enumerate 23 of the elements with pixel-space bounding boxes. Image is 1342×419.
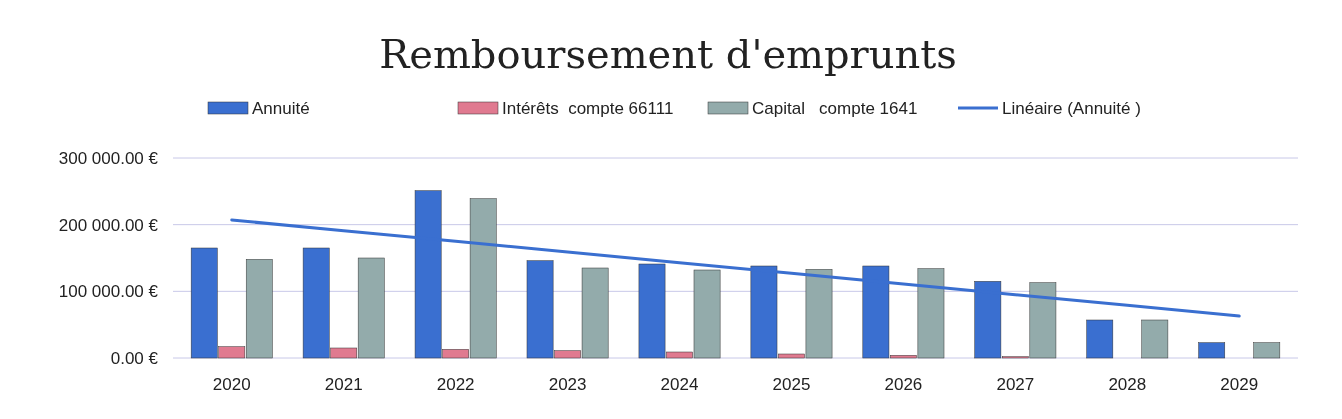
x-tick-label: 2025 xyxy=(772,375,811,394)
x-tick-label: 2020 xyxy=(212,375,251,394)
x-tick-label: 2023 xyxy=(548,375,587,394)
y-tick-label: 300 000.00 € xyxy=(58,149,159,168)
legend-label: Intérêts compte 66111 xyxy=(502,99,674,118)
x-tick-label: 2029 xyxy=(1220,375,1259,394)
bar xyxy=(1141,319,1169,359)
bar xyxy=(1198,342,1226,359)
x-tick-label: 2028 xyxy=(1108,375,1147,394)
bar xyxy=(1253,342,1281,359)
x-tick-label: 2024 xyxy=(660,375,699,394)
x-tick-label: 2022 xyxy=(436,375,475,394)
chart-title: Remboursement d'emprunts xyxy=(379,31,957,77)
bar xyxy=(1086,319,1114,359)
y-tick-label: 0.00 € xyxy=(110,349,159,368)
legend-label: Linéaire (Annuité ) xyxy=(1002,99,1141,118)
legend-label: Annuité xyxy=(252,99,310,118)
legend-label: Capital compte 1641 xyxy=(752,99,918,118)
y-tick-label: 200 000.00 € xyxy=(58,215,159,235)
x-tick-label: 2021 xyxy=(324,375,363,394)
x-tick-label: 2027 xyxy=(996,375,1035,394)
x-tick-label: 2026 xyxy=(884,375,923,394)
y-tick-label: 100 000.00 € xyxy=(58,282,159,302)
